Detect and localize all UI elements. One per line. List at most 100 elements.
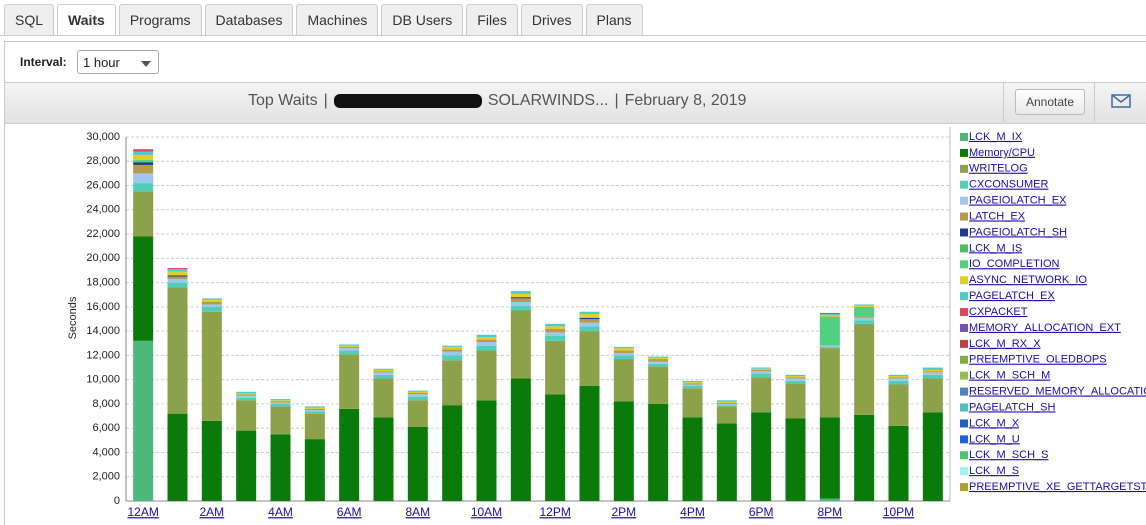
bar-segment — [476, 337, 497, 340]
bar-segment — [613, 355, 634, 360]
legend-entry[interactable]: LCK_M_SCH_M — [969, 370, 1050, 382]
tab[interactable]: Plans — [585, 4, 643, 35]
legend-entry[interactable]: LCK_M_S — [969, 465, 1019, 477]
bar-segment — [476, 350, 497, 401]
tab[interactable]: Drives — [520, 4, 583, 35]
bar-segment — [373, 417, 394, 501]
x-tick-label[interactable]: 10PM — [883, 505, 914, 519]
x-tick-label[interactable]: 8PM — [817, 505, 842, 519]
x-tick-label[interactable]: 6AM — [337, 505, 362, 519]
legend-entry[interactable]: Memory/CPU — [969, 147, 1035, 159]
x-tick-label[interactable]: 4PM — [680, 505, 705, 519]
tab[interactable]: DB Users — [381, 4, 464, 35]
bar-segment — [407, 393, 428, 395]
bar-segment — [613, 350, 634, 353]
bar-segment — [682, 417, 703, 501]
legend-entry[interactable]: CXCONSUMER — [969, 179, 1049, 191]
bar-segment — [133, 162, 154, 165]
mail-icon[interactable] — [1111, 94, 1131, 108]
tab[interactable]: Programs — [118, 4, 202, 35]
legend-entry[interactable]: LCK_M_U — [969, 433, 1020, 445]
bar-segment — [751, 377, 772, 413]
legend-entry[interactable]: PAGELATCH_EX — [969, 290, 1055, 302]
legend-entry[interactable]: LCK_M_IS — [969, 242, 1022, 254]
legend-entry[interactable]: RESERVED_MEMORY_ALLOCATION_EXT — [969, 386, 1146, 398]
bar-segment — [716, 400, 737, 402]
legend-entry[interactable]: LATCH_EX — [969, 210, 1026, 222]
bar-segment — [304, 410, 325, 412]
bar-segment — [167, 287, 188, 414]
legend-entry[interactable]: PAGELATCH_SH — [969, 401, 1055, 413]
bar-segment — [716, 423, 737, 501]
bar-segment — [751, 368, 772, 370]
bar-segment — [716, 406, 737, 424]
bar-segment — [442, 360, 463, 406]
legend-entry[interactable]: ASYNC_NETWORK_IO — [969, 274, 1087, 286]
bar-segment — [339, 350, 360, 355]
legend-entry[interactable]: LCK_M_IX — [969, 131, 1023, 143]
legend-entry[interactable]: CXPACKET — [969, 306, 1028, 318]
bar-segment — [133, 173, 154, 184]
legend-entry[interactable]: PAGEIOLATCH_EX — [969, 195, 1067, 207]
y-tick-label: 18,000 — [86, 277, 120, 289]
bar-segment — [682, 380, 703, 383]
bar-segment — [545, 328, 566, 333]
x-tick-label[interactable]: 10AM — [471, 505, 502, 519]
legend-entry[interactable]: PREEMPTIVE_XE_GETTARGETSTATE — [969, 481, 1146, 493]
legend-entry[interactable]: MEMORY_ALLOCATION_EXT — [969, 322, 1121, 334]
x-tick-label[interactable]: 4AM — [268, 505, 293, 519]
bar-segment — [201, 299, 222, 303]
legend-swatch — [960, 228, 968, 237]
tab[interactable]: Databases — [204, 4, 294, 35]
bar-segment — [167, 413, 188, 501]
x-tick-label[interactable]: 6PM — [749, 505, 774, 519]
legend-entry[interactable]: LCK_M_RX_X — [969, 338, 1041, 350]
bar-segment — [236, 397, 257, 401]
legend-swatch — [960, 196, 968, 205]
bar-segment — [682, 382, 703, 384]
y-tick-label: 8,000 — [92, 398, 120, 410]
bar-segment — [751, 373, 772, 378]
x-tick-label[interactable]: 12AM — [127, 505, 158, 519]
bar-segment — [201, 304, 222, 307]
legend-entry[interactable]: LCK_M_SCH_S — [969, 449, 1048, 461]
bar-segment — [751, 369, 772, 372]
bar-segment — [716, 403, 737, 406]
bar-segment — [201, 306, 222, 312]
x-tick-label[interactable]: 8AM — [405, 505, 430, 519]
bar-segment — [888, 376, 909, 378]
bar-segment — [716, 402, 737, 404]
bar-segment — [407, 426, 428, 501]
legend-entry[interactable]: WRITELOG — [969, 163, 1028, 175]
legend-entry[interactable]: LCK_M_X — [969, 417, 1020, 429]
bar-segment — [236, 400, 257, 431]
annotate-button[interactable]: Annotate — [1015, 89, 1085, 115]
bar-segment — [236, 394, 257, 396]
x-tick-label[interactable]: 2PM — [611, 505, 636, 519]
interval-select[interactable]: 1 hour — [77, 50, 159, 74]
tab[interactable]: Machines — [296, 4, 379, 35]
x-tick-label[interactable]: 12PM — [539, 505, 570, 519]
tab[interactable]: Waits — [57, 4, 116, 36]
legend-entry[interactable]: PREEMPTIVE_OLEDBOPS — [969, 354, 1107, 366]
legend-entry[interactable]: IO_COMPLETION — [969, 258, 1060, 270]
bar-segment — [510, 293, 531, 298]
bar-segment — [133, 149, 154, 152]
bar-segment — [270, 401, 291, 403]
legend-swatch — [960, 148, 968, 157]
bar-segment — [167, 268, 188, 270]
bar-segment — [270, 402, 291, 404]
bar-segment — [648, 361, 669, 364]
bar-segment — [854, 304, 875, 306]
tab[interactable]: Files — [466, 4, 518, 35]
separator: | — [614, 92, 619, 109]
x-tick-label[interactable]: 2AM — [199, 505, 224, 519]
bar-segment — [442, 345, 463, 347]
tab[interactable]: SQL — [4, 4, 55, 35]
legend-entry[interactable]: PAGEIOLATCH_SH — [969, 226, 1067, 238]
bar-segment — [201, 420, 222, 501]
bar-segment — [785, 380, 806, 384]
bar-segment — [133, 160, 154, 162]
bar-segment — [236, 391, 257, 394]
bar-segment — [339, 344, 360, 346]
